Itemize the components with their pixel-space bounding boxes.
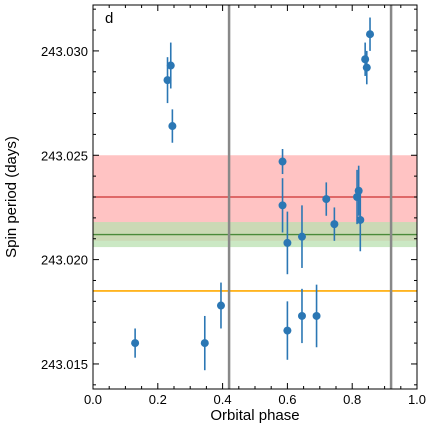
data-point — [283, 301, 292, 360]
point-marker — [297, 311, 306, 320]
data-point — [166, 42, 175, 89]
point-marker — [312, 311, 321, 320]
data-point — [297, 288, 306, 344]
point-marker — [354, 186, 363, 195]
data-point — [216, 282, 225, 329]
confidence-bands — [93, 155, 417, 248]
plot-frame — [92, 4, 418, 390]
data-points — [131, 17, 375, 371]
y-tick-label: 243.030 — [41, 44, 88, 59]
data-point — [278, 149, 287, 175]
axis-ticks: 0.0 0.2 0.4 0.6 0.8 1.0 243.015 243.020 243.025 2… — [41, 5, 426, 407]
data-point — [356, 188, 365, 252]
data-point — [366, 17, 375, 51]
point-marker — [168, 122, 177, 131]
data-point — [131, 328, 140, 358]
y-tick-label: 243.020 — [41, 253, 88, 268]
point-marker — [366, 30, 375, 39]
point-marker — [297, 232, 306, 241]
point-marker — [163, 76, 172, 85]
data-point — [322, 182, 331, 216]
x-axis-title: Orbital phase — [210, 407, 299, 424]
x-tick-label: 0.8 — [343, 392, 361, 407]
point-marker — [283, 238, 292, 247]
plot-area — [93, 5, 417, 389]
point-marker — [361, 55, 370, 64]
data-point — [362, 50, 371, 85]
data-point — [297, 205, 306, 268]
point-marker — [200, 339, 209, 348]
point-marker — [362, 63, 371, 72]
x-tick-label: 0.6 — [278, 392, 296, 407]
data-point — [278, 178, 287, 233]
reference-lines — [93, 196, 417, 292]
x-tick-label: 0.2 — [149, 392, 167, 407]
point-marker — [283, 326, 292, 335]
point-marker — [216, 301, 225, 310]
point-marker — [330, 220, 339, 229]
point-marker — [322, 195, 331, 204]
point-marker — [278, 201, 287, 210]
panel-label: d — [105, 10, 113, 27]
x-tick-label: 1.0 — [408, 392, 426, 407]
data-point — [200, 315, 209, 371]
y-tick-label: 243.015 — [41, 357, 88, 372]
data-point — [330, 207, 339, 241]
point-marker — [356, 215, 365, 224]
x-tick-label: 0.4 — [214, 392, 232, 407]
x-tick-label: 0.0 — [84, 392, 102, 407]
point-marker — [166, 61, 175, 70]
data-point — [168, 109, 177, 143]
point-marker — [131, 339, 140, 348]
y-axis-title: Spin period (days) — [3, 136, 20, 258]
data-point — [312, 284, 321, 348]
phase-markers — [227, 5, 393, 389]
point-marker — [278, 157, 287, 166]
data-point — [283, 211, 292, 275]
y-tick-label: 243.025 — [41, 148, 88, 163]
